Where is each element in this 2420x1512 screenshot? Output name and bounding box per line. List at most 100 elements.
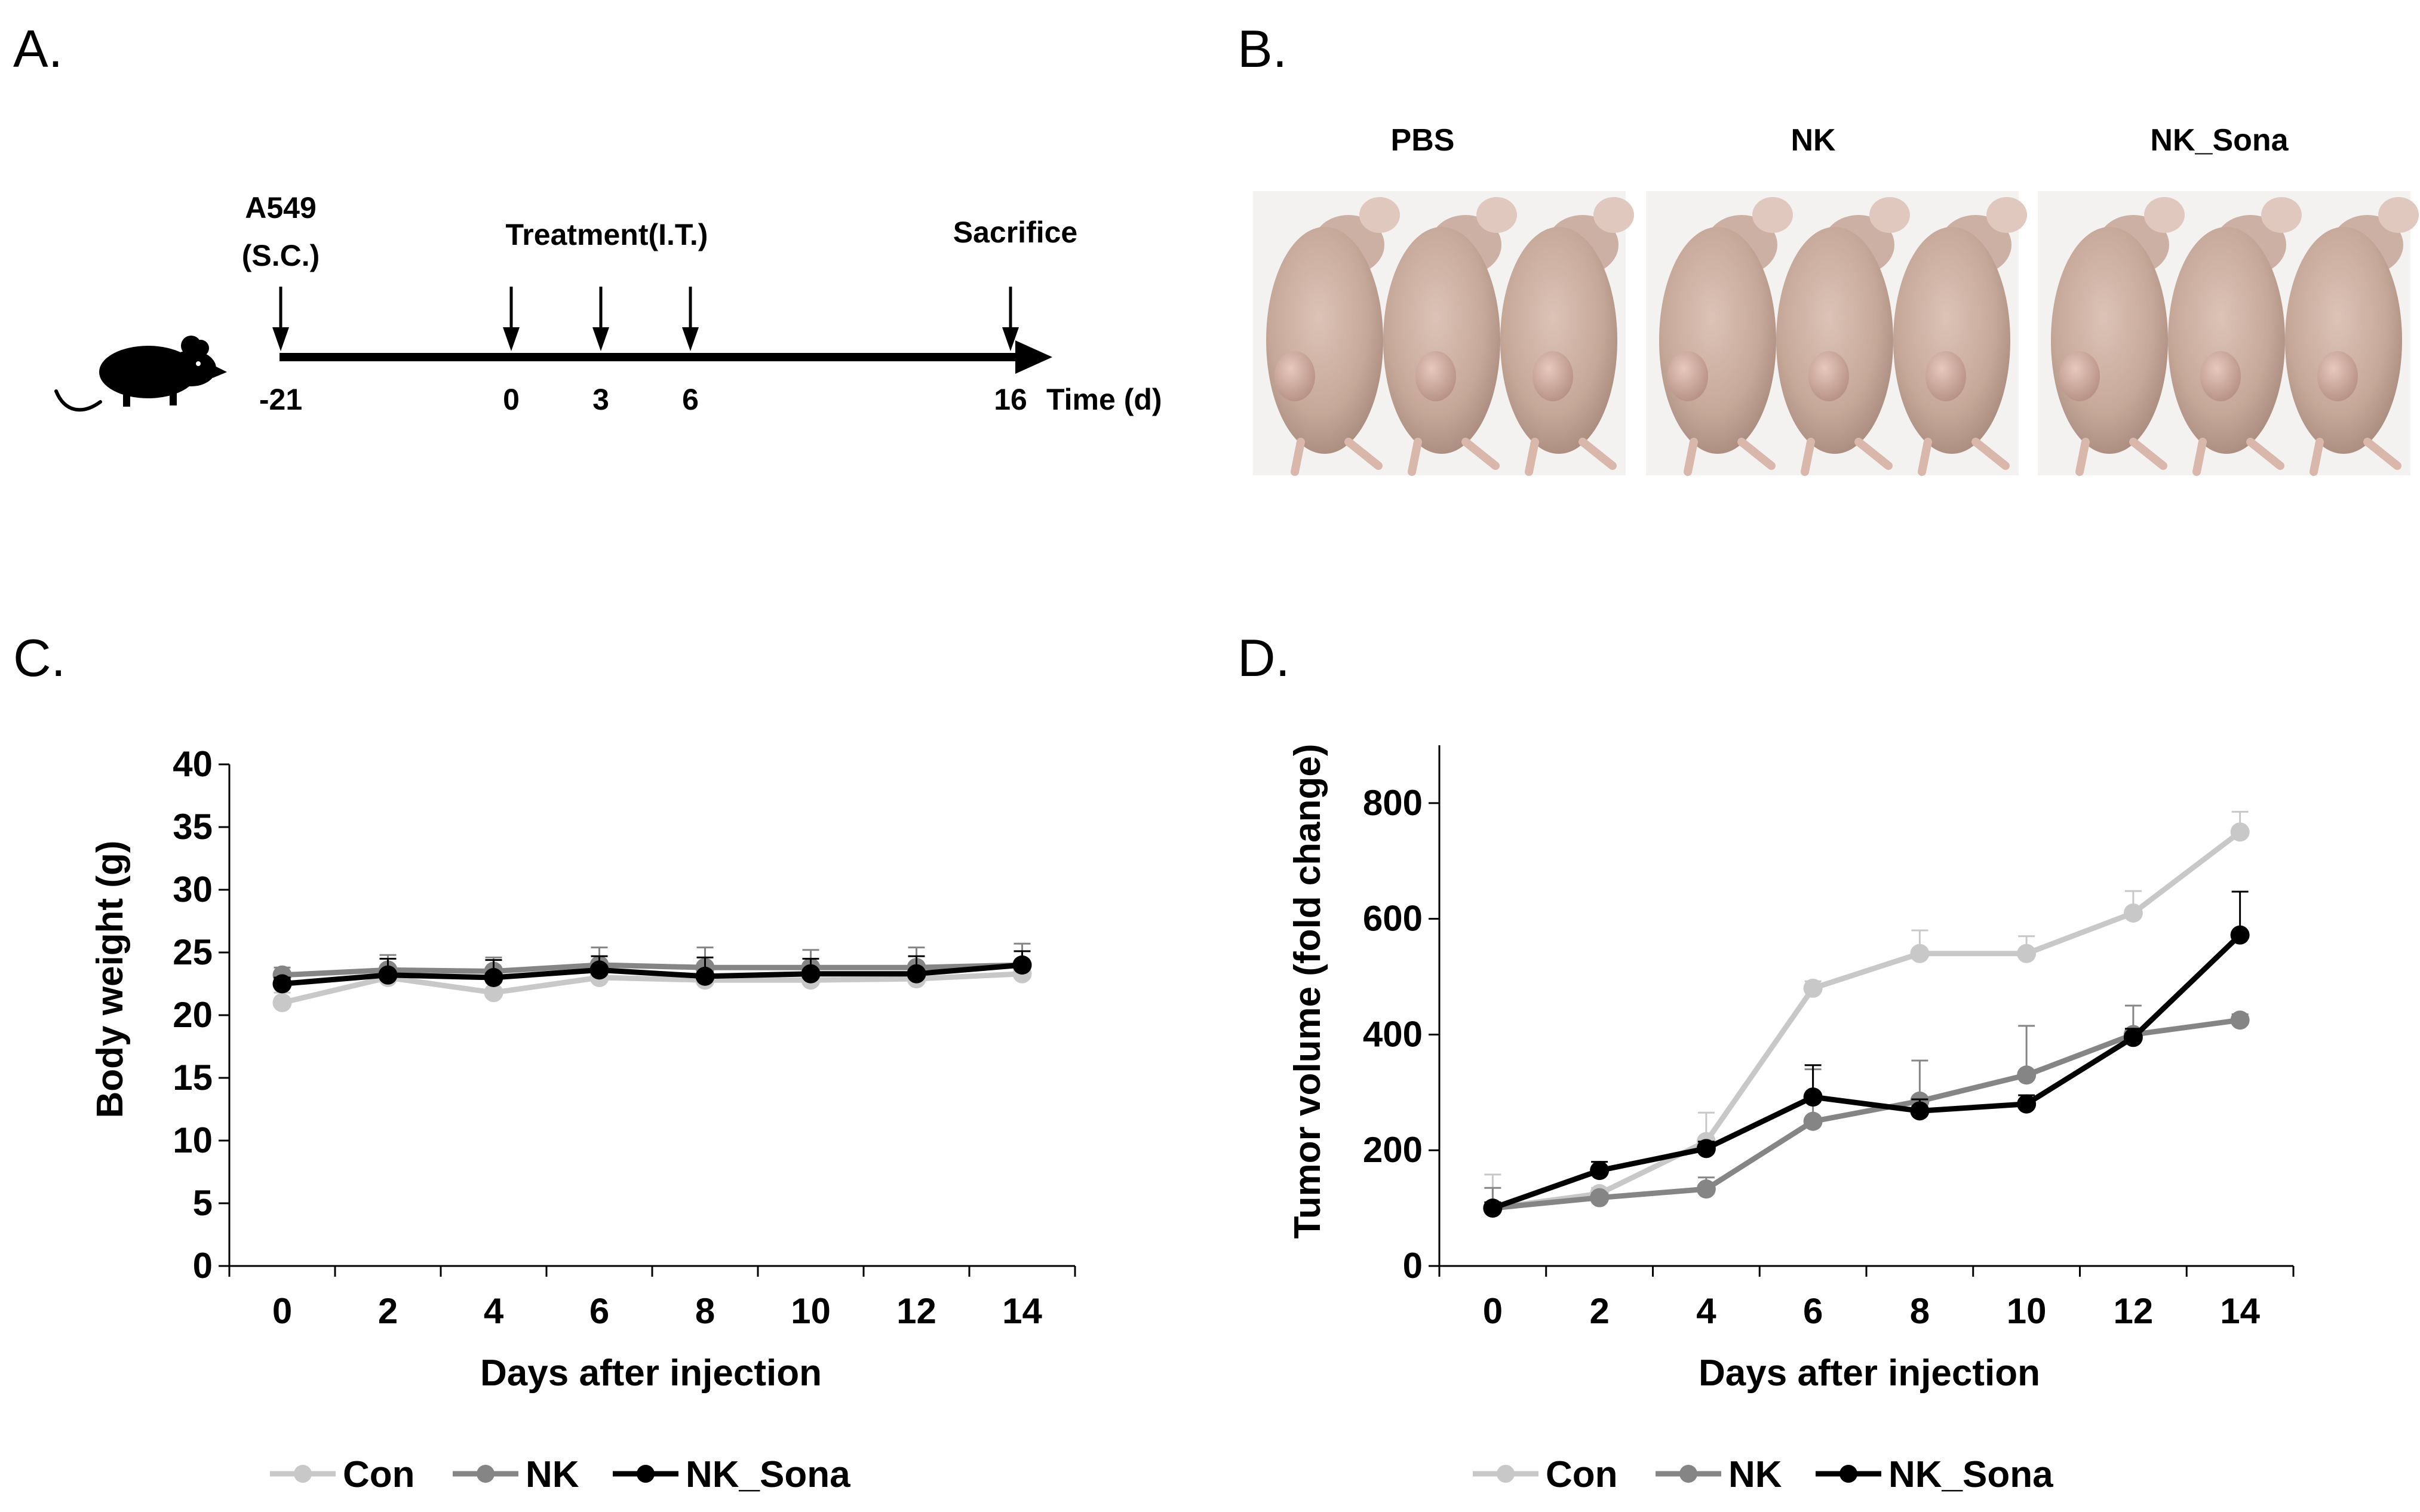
series-line: [1492, 829, 2242, 1211]
photo-label-nk: NK: [1791, 123, 1836, 158]
legend-marker: [477, 1465, 495, 1483]
mouse-photos: [1253, 191, 2419, 476]
mouse-body: [2051, 197, 2185, 476]
x-tick-label: 14: [1002, 1291, 1042, 1331]
legend-item-con: Con: [1473, 1454, 1618, 1495]
mouse-body: [1383, 197, 1517, 476]
legend-label: NK: [1728, 1454, 1782, 1495]
tumor: [2059, 351, 2100, 401]
series-line: [282, 962, 1022, 987]
x-tick-label: 10: [791, 1291, 831, 1331]
mouse-photo: [1253, 191, 1634, 476]
x-tick-label: 8: [1910, 1291, 1930, 1331]
mouse-photo: [2038, 191, 2419, 476]
data-point: [2230, 925, 2250, 945]
data-point: [484, 983, 503, 1003]
y-tick-label: 0: [1403, 1246, 1423, 1286]
data-point: [484, 968, 503, 987]
tumor: [1667, 351, 1708, 401]
data-point: [2123, 1028, 2143, 1047]
mouse-body: [1500, 197, 1634, 476]
panel-a-label: A.: [13, 19, 63, 78]
series-nk_sona: [272, 950, 1032, 994]
y-tick-label: 15: [173, 1058, 213, 1098]
series-line: [282, 962, 1022, 978]
data-point: [589, 960, 609, 980]
data-point: [1696, 1179, 1716, 1199]
inoculation-label-line1: A549: [245, 191, 317, 225]
timeline-tick-label: 3: [592, 383, 609, 416]
event-arrow: [1002, 287, 1019, 351]
data-point: [272, 974, 292, 994]
panel-c-label: C.: [13, 628, 66, 687]
photo-label-nk-sona: NK_Sona: [2150, 123, 2289, 158]
series-line: [281, 971, 1022, 1006]
tumor: [1275, 351, 1315, 401]
legend-label: NK_Sona: [1888, 1454, 2053, 1495]
y-tick-label: 35: [173, 807, 213, 847]
tumor: [1415, 351, 1456, 401]
x-tick-label: 0: [272, 1291, 292, 1331]
legend-item-nk_sona: NK_Sona: [613, 1454, 850, 1495]
y-tick-label: 400: [1363, 1014, 1423, 1054]
time-axis-label: Time (d): [1046, 383, 1162, 416]
data-point: [1803, 978, 1823, 998]
body-weight-chart: 0 5 10 15 20 25 30 35 40 0 2 4 6 8 10 12 14: [173, 744, 1076, 1331]
mouse-body: [1776, 197, 1910, 476]
legend-label: NK: [526, 1454, 579, 1495]
chart-c-legend: Con NK NK_Sona: [270, 1454, 850, 1495]
tumor: [2200, 351, 2241, 401]
y-tick-label: 5: [193, 1183, 213, 1223]
series-nk_sona: [1483, 890, 2250, 1218]
data-point: [2017, 944, 2037, 963]
panel-b-label: B.: [1237, 19, 1287, 78]
data-point: [1483, 1198, 1503, 1218]
x-tick-label: 6: [1803, 1291, 1823, 1331]
panel-c: C. 0 5 10 15 20 25 30 35 40 0 2 4 6 8 10 12 14 Days afte…: [13, 628, 1076, 1495]
panel-d: D. 0 200 400 600 800 0 2 4 6 8 10 12 14 Days after i…: [1237, 628, 2295, 1495]
y-tick-label: 20: [173, 995, 213, 1035]
x-tick-label: 8: [695, 1291, 715, 1331]
data-point: [1910, 1101, 1930, 1121]
data-point: [2017, 1094, 2037, 1114]
timeline-tick-label: 0: [503, 383, 520, 416]
event-arrow: [682, 287, 699, 351]
tumor-volume-chart: 0 200 400 600 800 0 2 4 6 8 10 12 14: [1363, 745, 2295, 1331]
mouse-body: [1893, 197, 2027, 476]
x-tick-label: 4: [1696, 1291, 1716, 1331]
timeline-arrowhead: [1015, 340, 1052, 374]
mouse-photo: [1646, 191, 2027, 476]
legend-marker: [637, 1465, 655, 1483]
timeline-arrows: [272, 287, 1019, 351]
y-tick-label: 25: [173, 932, 213, 972]
photo-label-pbs: PBS: [1391, 123, 1455, 158]
legend-marker: [1679, 1465, 1697, 1483]
chart-d-xlabel: Days after injection: [1699, 1353, 2040, 1394]
y-tick-label: 800: [1363, 783, 1423, 823]
x-tick-label: 2: [1589, 1291, 1609, 1331]
data-point: [1910, 944, 1930, 963]
chart-d-legend: Con NK NK_Sona: [1473, 1454, 2053, 1495]
data-point: [378, 965, 398, 985]
x-tick-label: 12: [2114, 1291, 2154, 1331]
y-tick-label: 40: [173, 744, 213, 784]
timeline-tick-label: -21: [259, 383, 302, 416]
series-line: [1492, 1017, 2241, 1211]
tumor: [1808, 351, 1849, 401]
x-tick-label: 2: [378, 1291, 398, 1331]
data-point: [1012, 955, 1032, 975]
data-point: [1803, 1087, 1823, 1107]
legend-marker: [1839, 1465, 1857, 1483]
legend-label: NK_Sona: [686, 1454, 850, 1495]
mouse-body: [2168, 197, 2302, 476]
panel-d-label: D.: [1237, 628, 1290, 687]
chart-d-ylabel: Tumor volume (fold change): [1287, 744, 1328, 1239]
chart-c-xlabel: Days after injection: [480, 1353, 822, 1394]
event-arrow: [503, 287, 520, 351]
x-tick-label: 6: [589, 1291, 609, 1331]
tumor: [1533, 351, 1573, 401]
y-tick-label: 200: [1363, 1130, 1423, 1170]
sacrifice-label: Sacrifice: [953, 216, 1077, 249]
legend-item-nk: NK: [453, 1454, 579, 1495]
data-point: [2017, 1065, 2037, 1085]
